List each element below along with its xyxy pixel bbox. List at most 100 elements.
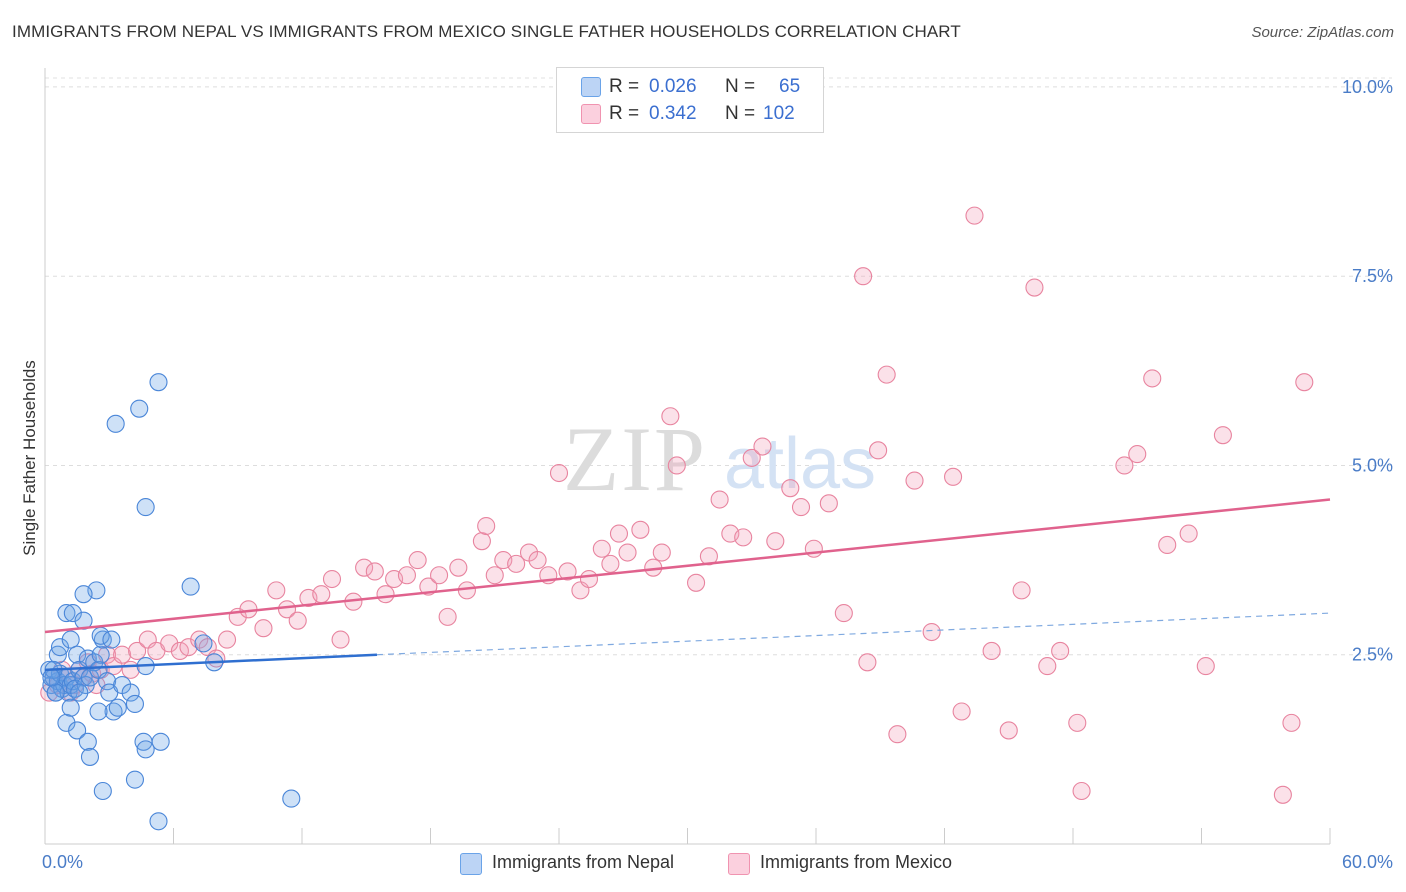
nepal-point [46, 683, 65, 702]
mexico-point [1051, 641, 1070, 660]
nepal-point [181, 577, 200, 596]
nepal-point [130, 399, 149, 418]
mexico-point [869, 441, 888, 460]
mexico-point [254, 619, 273, 638]
y-tick-label: 2.5% [1352, 645, 1393, 665]
mexico-point [858, 653, 877, 672]
mexico-point [355, 558, 374, 577]
mexico-point [277, 600, 297, 619]
nepal-point [48, 645, 67, 664]
correlation-legend: R = 0.026 N = 65 R = 0.342 N = 102 [556, 67, 824, 133]
nepal-point [125, 694, 144, 713]
nepal-point [151, 732, 170, 751]
mexico-point [999, 721, 1018, 740]
mexico-point [438, 607, 457, 626]
nepal-swatch [581, 77, 601, 97]
nepal-point [121, 683, 140, 702]
y-tick-label: 7.5% [1352, 266, 1393, 286]
x-axis-max-label: 60.0% [1341, 852, 1393, 872]
mexico-point [667, 456, 686, 475]
legend-r-label: R = [609, 103, 640, 124]
legend-r-value-nepal: 0.026 [649, 76, 697, 97]
watermark-zip: ZIP [563, 408, 707, 510]
mexico-point [558, 562, 577, 581]
mexico-point [734, 528, 753, 547]
mexico-point [507, 554, 526, 573]
mexico-point [877, 365, 896, 384]
y-tick-label: 10.0% [1342, 77, 1393, 97]
mexico-point [472, 532, 491, 551]
mexico-point [365, 562, 384, 581]
mexico-point [710, 490, 729, 509]
gridlines [45, 77, 1392, 656]
nepal-legend-swatch [460, 853, 482, 875]
nepal-point [93, 781, 112, 801]
mexico-point [819, 494, 838, 513]
nepal-point [68, 645, 87, 664]
legend-n-value-nepal: 65 [779, 76, 801, 97]
nepal-point [70, 683, 89, 702]
mexico-point [477, 516, 496, 536]
mexico-point [1115, 456, 1134, 475]
nepal-point [89, 702, 108, 721]
mexico-point [1179, 524, 1198, 543]
mexico-point [742, 448, 761, 467]
watermark-atlas: atlas [724, 424, 876, 504]
mexico-point [549, 463, 569, 483]
mexico-point [170, 641, 189, 660]
mexico-point [1196, 657, 1215, 676]
nepal-point [68, 721, 87, 740]
nepal-point [136, 498, 155, 517]
mexico-point [1072, 781, 1091, 801]
mexico-point [331, 630, 350, 649]
mexico-legend-swatch [728, 853, 750, 875]
source-label: Source: ZipAtlas.com [1251, 24, 1394, 41]
mexico-point [781, 479, 800, 498]
mexico-point [944, 467, 963, 486]
axes [44, 68, 1331, 845]
nepal-point [282, 789, 301, 808]
mexico-point [965, 206, 984, 225]
mexico-point [322, 569, 342, 589]
mexico-point [1143, 369, 1162, 388]
y-tick-labels: 2.5% 5.0% 7.5% 10.0% [1342, 77, 1393, 665]
mexico-point [952, 702, 971, 721]
nepal-point [78, 732, 97, 751]
mexico-point [312, 585, 331, 604]
mexico-point [609, 524, 629, 543]
mexico-point [687, 573, 706, 592]
legend-n-label: N = [725, 103, 756, 124]
mexico-point [121, 660, 140, 679]
nepal-point [50, 638, 70, 657]
mexico-point [1295, 373, 1314, 392]
nepal-point [136, 740, 155, 759]
nepal-point [57, 604, 76, 623]
y-tick-label: 5.0% [1352, 455, 1393, 475]
mexico-point [592, 539, 611, 558]
legend-r-label: R = [609, 76, 640, 97]
mexico-point [834, 604, 853, 623]
chart-title: IMMIGRANTS FROM NEPAL VS IMMIGRANTS FROM… [12, 22, 961, 41]
nepal-point [63, 604, 82, 623]
mexico-point [1282, 713, 1301, 732]
mexico-point [922, 622, 941, 642]
mexico-point [1038, 657, 1057, 676]
mexico-point [376, 585, 395, 604]
mexico-point [397, 566, 416, 585]
nepal-point [149, 373, 168, 392]
nepal-point [108, 698, 127, 717]
nepal-point [106, 414, 125, 433]
mexico-point [113, 645, 132, 664]
mexico-point [430, 566, 449, 585]
nepal-point [57, 713, 76, 732]
mexico-point [652, 543, 671, 562]
mexico-point [128, 641, 147, 660]
mexico-point [485, 566, 504, 585]
mexico-point [160, 634, 179, 653]
mexico-point [179, 638, 198, 657]
nepal-points [40, 373, 301, 831]
mexico-point [631, 520, 650, 539]
nepal-point [61, 630, 80, 649]
mexico-point [449, 558, 468, 577]
nepal-point [149, 812, 168, 831]
